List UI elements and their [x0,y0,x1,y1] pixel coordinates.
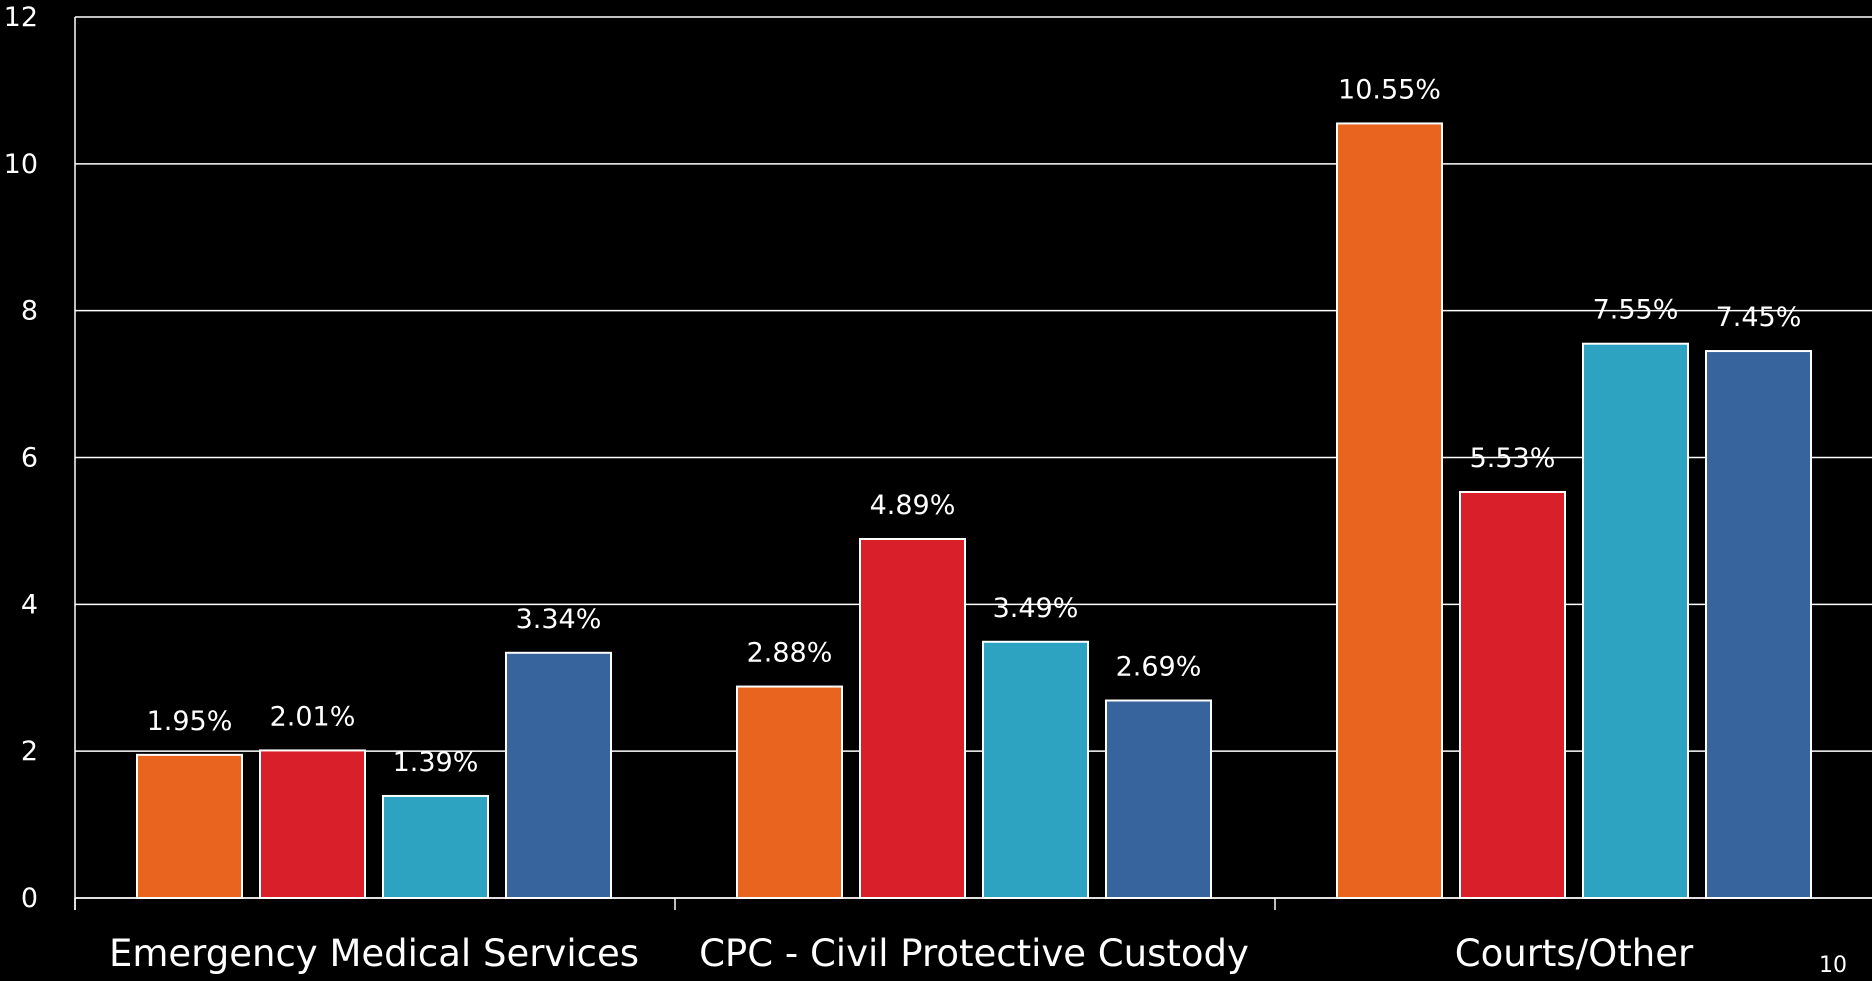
page-number: 10 [1819,953,1847,976]
data-label: 1.39% [393,747,479,778]
bar [1582,342,1689,899]
data-label: 7.55% [1593,295,1679,326]
data-label: 7.45% [1716,302,1802,333]
data-label: 3.49% [993,593,1079,624]
data-label: 3.34% [516,604,602,635]
bar [1336,122,1443,900]
data-label: 5.53% [1470,443,1556,474]
y-tick-label: 6 [21,443,38,474]
bar [382,794,489,899]
axes: 0 2 4 6 8 10 12 Emergency Medical Services CPC -… [4,2,1872,975]
y-tick-label: 12 [4,2,38,33]
x-category-label: CPC - Civil Protective Custody [699,932,1249,975]
y-tick-label: 4 [21,589,38,620]
bar [259,749,366,899]
y-tick-label: 2 [21,736,38,767]
y-tick-label: 0 [21,883,38,914]
y-tick-label: 10 [4,149,38,180]
bar [136,753,243,900]
bars [136,122,1812,900]
data-label: 10.55% [1338,74,1441,105]
data-label: 1.95% [147,706,233,737]
gridlines [75,16,1872,899]
x-category-label: Emergency Medical Services [109,932,639,975]
y-tick-label: 8 [21,296,38,327]
data-label: 2.01% [270,701,356,732]
data-labels: 1.95% 2.01% 1.39% 3.34% 2.88% 4.89% 3.49% 2.69%… [147,74,1802,777]
x-category-label: Courts/Other [1455,932,1694,975]
bar [1459,491,1566,899]
data-label: 2.69% [1116,652,1202,683]
bar [1705,350,1812,899]
bar [1105,699,1212,899]
bar [982,640,1089,899]
bar [505,651,612,899]
data-label: 4.89% [870,490,956,521]
data-label: 2.88% [747,638,833,669]
bar [859,537,966,899]
bar [736,685,843,899]
